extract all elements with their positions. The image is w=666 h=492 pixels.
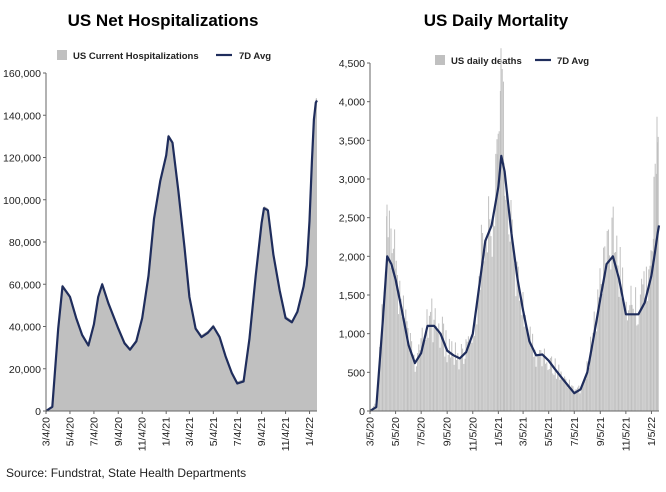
y-tick-label: 120,000	[3, 153, 41, 165]
hospitalizations-title: US Net Hospitalizations	[68, 11, 259, 30]
x-tick-label: 5/4/21	[208, 417, 220, 446]
y-tick-label: 140,000	[3, 110, 41, 122]
deaths-avg-line	[369, 154, 661, 412]
x-tick-label: 1/5/21	[493, 417, 505, 446]
x-tick-label: 1/4/22	[304, 417, 316, 446]
y-tick-label: 0	[35, 406, 41, 418]
y-tick-label: 3,000	[339, 174, 365, 186]
hospitalizations-avg-line	[45, 99, 318, 412]
y-tick-label: 100,000	[3, 195, 41, 207]
source-note: Source: Fundstrat, State Health Departme…	[6, 466, 247, 480]
x-tick-label: 11/5/21	[620, 417, 632, 451]
y-tick-label: 80,000	[9, 237, 41, 249]
hospitalizations-chart: US Net Hospitalizations US Current Hospi…	[3, 11, 318, 451]
x-tick-label: 7/5/21	[569, 417, 581, 446]
x-tick-label: 11/4/21	[280, 417, 292, 451]
x-tick-label: 11/4/20	[137, 417, 149, 451]
y-tick-label: 2,500	[339, 213, 365, 225]
daily-deaths-bars	[370, 48, 659, 411]
y-tick-label: 4,500	[339, 58, 365, 70]
y-tick-label: 60,000	[9, 279, 41, 291]
x-tick-label: 5/5/21	[543, 417, 555, 446]
x-tick-label: 9/4/21	[256, 417, 268, 446]
legend-label-deaths: US daily deaths	[451, 56, 522, 67]
hospitalizations-legend: US Current Hospitalizations 7D Avg	[57, 50, 271, 62]
x-tick-label: 7/5/20	[416, 417, 428, 446]
y-tick-label: 3,500	[339, 135, 365, 147]
x-tick-label: 3/4/21	[184, 417, 196, 446]
y-tick-label: 2,000	[339, 251, 365, 263]
y-tick-label: 1,500	[339, 290, 365, 302]
mortality-chart: US Daily Mortality US daily deaths 7D Av…	[339, 11, 661, 451]
legend-label-avg: 7D Avg	[239, 51, 271, 62]
y-tick-label: 1,000	[339, 329, 365, 341]
y-tick-label: 4,000	[339, 97, 365, 109]
mortality-title: US Daily Mortality	[424, 11, 569, 30]
x-tick-label: 7/4/20	[88, 417, 100, 446]
x-tick-label: 3/5/21	[518, 417, 530, 446]
mortality-legend: US daily deaths 7D Avg	[435, 55, 589, 67]
hospitalizations-area	[46, 98, 317, 412]
x-tick-label: 7/4/21	[232, 417, 244, 446]
hospitalizations-plot: 0 20,000 40,000 60,000 80,000 100,000 120,000 1…	[3, 68, 318, 451]
x-tick-label: 9/5/21	[595, 417, 607, 446]
x-tick-label: 1/5/22	[646, 417, 658, 446]
x-tick-label: 9/5/20	[442, 417, 454, 446]
y-tick-label: 0	[359, 406, 365, 418]
legend-label-avg: 7D Avg	[557, 56, 589, 67]
x-tick-label: 9/4/20	[113, 417, 125, 446]
x-tick-label: 3/4/20	[41, 417, 53, 446]
x-tick-label: 5/4/20	[65, 417, 77, 446]
y-tick-label: 160,000	[3, 68, 41, 80]
legend-label-hospitalizations: US Current Hospitalizations	[73, 51, 199, 62]
y-tick-label: 40,000	[9, 322, 41, 334]
legend-swatch-bars	[435, 55, 445, 65]
y-tick-label: 20,000	[9, 364, 41, 376]
mortality-plot: 0 500 1,000 1,500 2,000 2,500 3,000 3,500 4,000 4…	[339, 48, 661, 451]
legend-swatch-bars	[57, 50, 67, 60]
x-tick-label: 1/4/21	[161, 417, 173, 446]
x-tick-label: 5/5/20	[390, 417, 402, 446]
y-tick-label: 500	[347, 367, 365, 379]
x-tick-label: 11/5/20	[467, 417, 479, 451]
x-tick-label: 3/5/20	[365, 417, 377, 446]
